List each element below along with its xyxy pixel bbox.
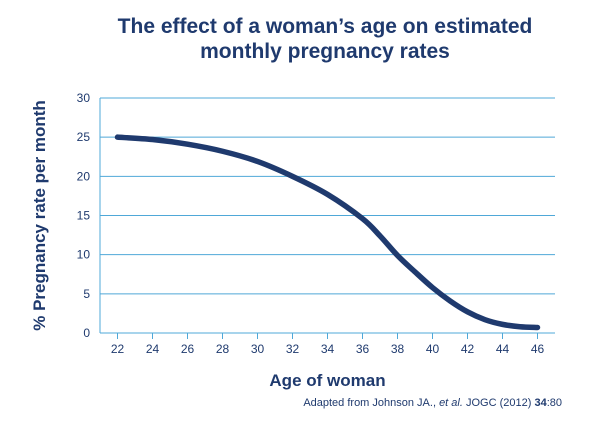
chart-title: The effect of a woman’s age on estimated… (0, 14, 600, 64)
x-tick-label-36: 36 (356, 342, 370, 356)
x-tick-label-42: 42 (461, 342, 475, 356)
x-tick-label-32: 32 (286, 342, 300, 356)
y-tick-label-30: 30 (77, 91, 91, 105)
x-tick-label-38: 38 (391, 342, 405, 356)
y-tick-label-10: 10 (77, 248, 91, 262)
x-tick-label-46: 46 (531, 342, 545, 356)
source-journal: JOGC (2012) (462, 397, 535, 409)
x-tick-label-34: 34 (321, 342, 335, 356)
x-tick-label-28: 28 (216, 342, 230, 356)
y-tick-label-15: 15 (77, 209, 91, 223)
source-volume: 34 (534, 397, 547, 409)
chart-title-line-1: The effect of a woman’s age on estimated (117, 15, 533, 38)
x-tick-label-40: 40 (426, 342, 440, 356)
chart-title-line-2: monthly pregnancy rates (200, 40, 450, 63)
x-tick-label-44: 44 (496, 342, 510, 356)
y-tick-label-0: 0 (83, 326, 90, 340)
source-pages: :80 (546, 397, 562, 409)
y-tick-label-5: 5 (83, 287, 90, 301)
y-tick-label-20: 20 (77, 169, 91, 183)
y-axis-title: % Pregnancy rate per month (30, 100, 49, 331)
x-tick-label-30: 30 (251, 342, 265, 356)
source-etal: et al. (439, 397, 463, 409)
series-line-0 (114, 134, 541, 331)
x-tick-label-22: 22 (111, 342, 125, 356)
y-tick-label-25: 25 (77, 130, 91, 144)
source-prefix: Adapted from Johnson JA., (303, 397, 440, 409)
x-tick-label-24: 24 (146, 342, 160, 356)
source-citation: Adapted from Johnson JA., et al. JOGC (2… (303, 397, 562, 409)
x-tick-label-26: 26 (181, 342, 195, 356)
x-axis-title: Age of woman (269, 371, 385, 390)
